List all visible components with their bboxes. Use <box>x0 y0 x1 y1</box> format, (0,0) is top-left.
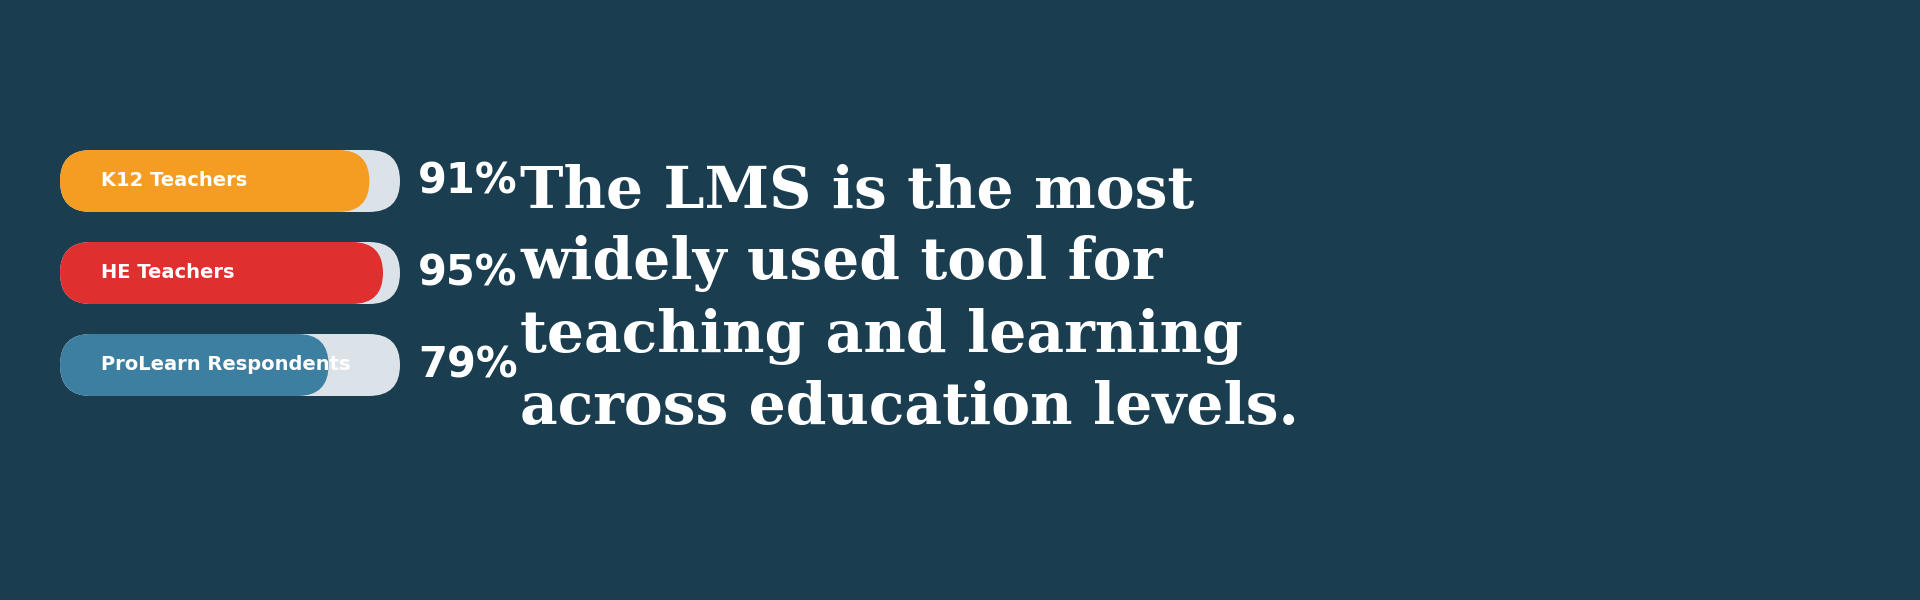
FancyBboxPatch shape <box>60 334 399 396</box>
FancyBboxPatch shape <box>60 242 382 304</box>
FancyBboxPatch shape <box>60 242 399 304</box>
Text: 91%: 91% <box>419 160 518 202</box>
Text: The LMS is the most
widely used tool for
teaching and learning
across education : The LMS is the most widely used tool for… <box>520 164 1298 436</box>
Text: HE Teachers: HE Teachers <box>102 263 234 283</box>
Text: ProLearn Respondents: ProLearn Respondents <box>102 355 351 374</box>
FancyBboxPatch shape <box>60 150 369 212</box>
Text: 95%: 95% <box>419 252 518 294</box>
FancyBboxPatch shape <box>60 150 399 212</box>
FancyBboxPatch shape <box>60 334 328 396</box>
Text: K12 Teachers: K12 Teachers <box>102 172 248 191</box>
Text: 79%: 79% <box>419 344 518 386</box>
